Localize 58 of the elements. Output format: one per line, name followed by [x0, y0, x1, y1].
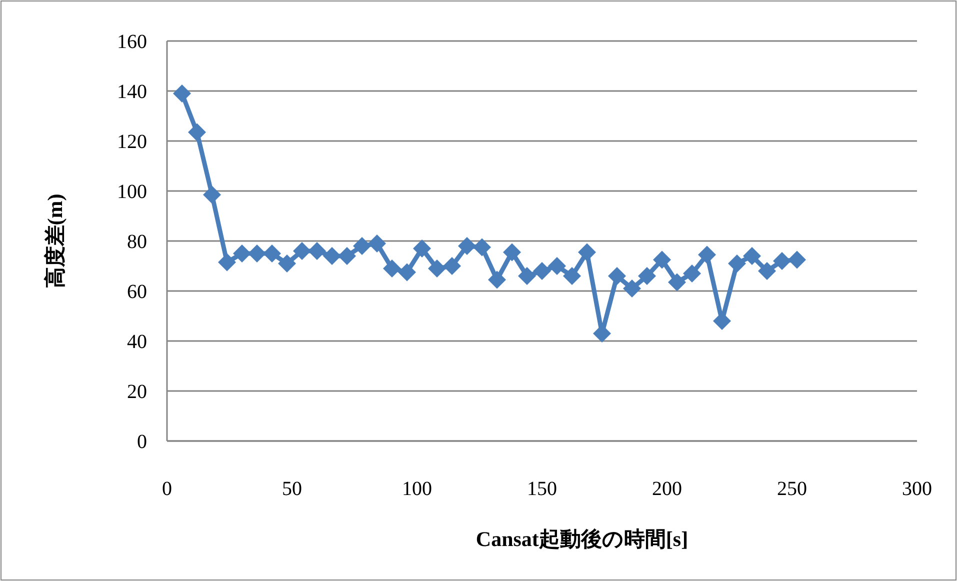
x-tick-label: 150	[527, 478, 557, 500]
point	[608, 267, 626, 285]
point	[218, 253, 236, 272]
point	[413, 240, 431, 258]
point	[473, 238, 491, 256]
y-tick-label: 0	[137, 431, 147, 453]
y-tick-label: 100	[117, 181, 147, 203]
x-axis-title: Cansat起動後の時間[s]	[476, 527, 688, 551]
point	[563, 267, 581, 285]
y-tick-label: 20	[127, 381, 147, 403]
point	[638, 267, 656, 285]
point	[728, 254, 746, 272]
point	[488, 270, 506, 289]
point	[263, 244, 281, 262]
point	[653, 250, 671, 269]
y-tick-label: 160	[117, 31, 147, 53]
point	[548, 257, 566, 275]
point	[368, 234, 386, 252]
point	[443, 257, 461, 275]
point	[248, 244, 266, 262]
y-tick-label: 140	[117, 81, 147, 103]
point	[743, 247, 761, 265]
x-tick-label: 0	[162, 478, 172, 500]
point	[773, 252, 791, 270]
y-tick-label: 80	[127, 231, 147, 253]
point	[308, 242, 326, 260]
x-tick-label: 100	[402, 478, 432, 500]
point	[578, 243, 596, 262]
point	[353, 237, 371, 255]
point	[623, 280, 641, 298]
x-tick-label: 300	[902, 478, 932, 500]
point	[383, 260, 401, 278]
point	[503, 243, 521, 262]
point	[398, 263, 416, 282]
point	[668, 273, 686, 292]
point	[758, 262, 776, 280]
y-axis-title: 高度差(m)	[43, 194, 67, 288]
point	[533, 262, 551, 280]
point	[458, 237, 476, 255]
point	[203, 186, 221, 204]
point	[338, 247, 356, 265]
point	[518, 267, 536, 285]
point	[278, 254, 296, 272]
point	[188, 123, 206, 142]
y-tick-label: 40	[127, 331, 147, 353]
point	[698, 246, 716, 264]
point	[683, 264, 701, 282]
point	[428, 260, 446, 278]
y-tick-label: 120	[117, 131, 147, 153]
x-tick-label: 250	[777, 478, 807, 500]
point	[233, 244, 251, 262]
x-tick-label: 50	[282, 478, 302, 500]
point	[323, 247, 341, 265]
point	[293, 242, 311, 260]
point	[173, 84, 191, 102]
point	[788, 250, 806, 269]
y-tick-label: 60	[127, 281, 147, 303]
x-tick-label: 200	[652, 478, 682, 500]
